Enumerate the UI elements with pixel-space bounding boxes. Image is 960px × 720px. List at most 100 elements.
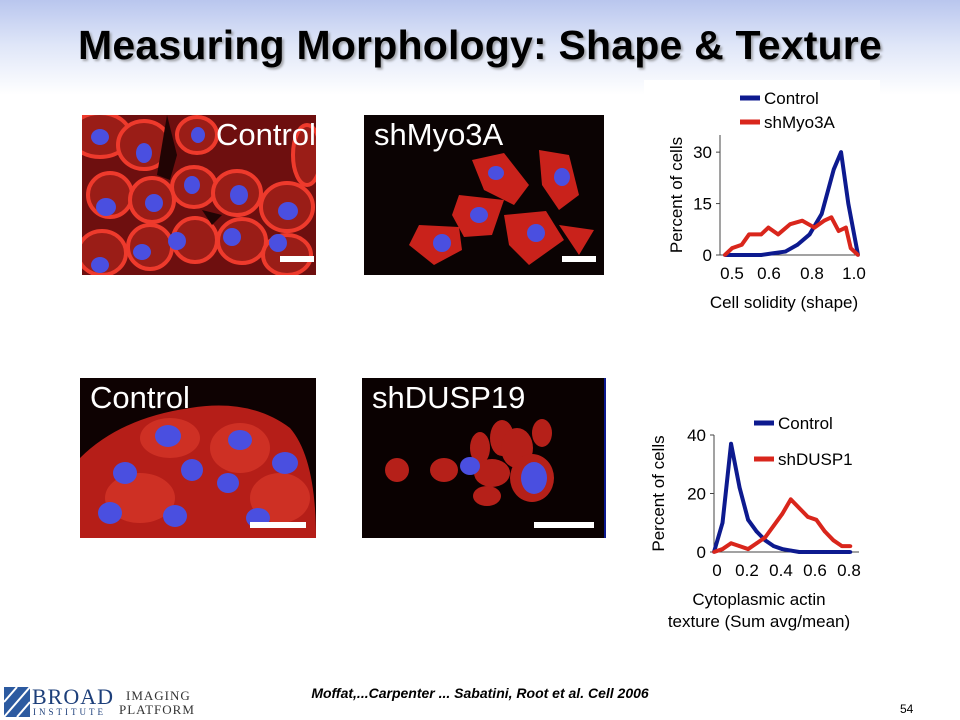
- data-point: [763, 535, 767, 540]
- footer-logos: BROAD INSTITUTE IMAGING PLATFORM: [4, 684, 204, 718]
- x-axis-label: texture (Sum avg/mean): [668, 612, 850, 631]
- slide-title: Measuring Morphology: Shape & Texture: [78, 22, 882, 68]
- data-point: [720, 547, 725, 551]
- data-point: [754, 541, 759, 546]
- data-point: [844, 225, 848, 230]
- legend-label: shMyo3A: [764, 113, 836, 132]
- x-tick-label: 0.6: [803, 561, 827, 580]
- data-point: [829, 215, 834, 220]
- data-point: [730, 246, 734, 250]
- data-point: [766, 225, 771, 230]
- data-point: [759, 232, 763, 237]
- data-point: [831, 550, 836, 554]
- data-point: [783, 249, 788, 254]
- data-point: [831, 167, 836, 172]
- image-label: Control: [90, 380, 190, 415]
- data-point: [846, 201, 851, 206]
- y-tick-label: 0: [703, 246, 712, 265]
- imaging-platform-line1: IMAGING: [126, 688, 191, 703]
- y-tick-label: 0: [697, 543, 706, 562]
- x-tick-label: 0: [712, 561, 721, 580]
- data-point: [822, 218, 826, 223]
- data-point: [754, 529, 759, 534]
- x-axis-label: Cell solidity (shape): [710, 293, 858, 312]
- data-point: [788, 497, 793, 502]
- broad-logo-subtext: INSTITUTE: [33, 707, 106, 717]
- data-point: [806, 515, 810, 519]
- data-point: [720, 520, 725, 525]
- data-point: [759, 253, 763, 257]
- data-point: [747, 232, 751, 237]
- data-point: [831, 538, 836, 543]
- solidity-chart-svg: 0 15 30 0.5 0.6 0.8 1.0 Percent of cells Cell so…: [667, 89, 866, 312]
- data-point: [856, 253, 860, 257]
- broad-logo-text: BROAD: [32, 684, 115, 709]
- legend-label: Control: [778, 414, 833, 433]
- x-tick-label: 0.8: [837, 561, 861, 580]
- data-point: [746, 518, 750, 522]
- x-tick-label: 0.2: [735, 561, 759, 580]
- cell-image: [82, 115, 316, 275]
- image-label: Control: [216, 117, 316, 152]
- series-line-shdusp1: [713, 497, 851, 554]
- y-tick-label: 30: [693, 143, 712, 162]
- y-tick-label: 40: [687, 426, 706, 445]
- data-point: [823, 550, 827, 554]
- micrograph-shdusp19: shDUSP19: [362, 378, 606, 538]
- x-axis-label: Cytoplasmic actin: [692, 590, 825, 609]
- data-point: [729, 541, 733, 546]
- data-point: [729, 441, 733, 446]
- data-point: [780, 547, 785, 551]
- texture-chart-svg: 0 20 40 0 0.2 0.4 0.6 0.8 Percent of cells Cytopl…: [649, 414, 861, 631]
- broad-logo-icon: [4, 687, 30, 717]
- data-point: [737, 544, 742, 548]
- y-axis-label: Percent of cells: [667, 137, 686, 253]
- data-point: [788, 548, 793, 553]
- x-tick-label: 0.4: [769, 561, 793, 580]
- x-tick-label: 0.5: [720, 264, 744, 283]
- page-number: 54: [900, 702, 914, 716]
- data-point: [814, 518, 819, 522]
- solidity-chart: 0 15 30 0.5 0.6 0.8 1.0 Percent of cells Cell so…: [644, 80, 880, 320]
- data-point: [807, 232, 812, 237]
- data-point: [747, 253, 751, 257]
- data-point: [840, 550, 844, 554]
- data-point: [840, 544, 844, 548]
- data-point: [771, 523, 776, 528]
- texture-chart: 0 20 40 0 0.2 0.4 0.6 0.8 Percent of cells Cytopl…: [644, 405, 880, 640]
- imaging-platform-line2: PLATFORM: [119, 702, 195, 717]
- y-tick-label: 20: [687, 485, 706, 504]
- scale-bar: [534, 522, 594, 528]
- legend-label: shDUSP1: [778, 450, 853, 469]
- data-point: [812, 225, 817, 230]
- data-point: [836, 229, 841, 233]
- cell-image: [362, 378, 604, 538]
- x-tick-label: 0.8: [800, 264, 824, 283]
- image-label: shDUSP19: [372, 380, 526, 415]
- legend-label: Control: [764, 89, 819, 108]
- data-point: [848, 246, 853, 250]
- data-point: [823, 529, 827, 534]
- data-point: [839, 150, 843, 154]
- data-point: [806, 550, 810, 554]
- data-point: [819, 212, 824, 216]
- x-tick-label: 0.6: [757, 264, 781, 283]
- data-point: [771, 251, 776, 256]
- series-line-shmyo3a: [723, 215, 860, 257]
- data-point: [737, 485, 742, 490]
- y-axis-label: Percent of cells: [649, 435, 668, 551]
- micrograph-control-texture: Control: [80, 378, 316, 538]
- data-point: [848, 544, 853, 548]
- data-point: [800, 218, 805, 223]
- data-point: [797, 506, 802, 510]
- image-label: shMyo3A: [374, 117, 504, 152]
- data-point: [814, 550, 819, 554]
- cell-image: [364, 115, 604, 275]
- micrograph-shmyo3a: shMyo3A: [364, 115, 604, 275]
- data-point: [739, 242, 744, 247]
- data-point: [723, 253, 727, 257]
- scale-bar: [562, 256, 596, 262]
- x-tick-label: 1.0: [842, 264, 866, 283]
- data-point: [780, 512, 785, 516]
- data-point: [746, 547, 750, 551]
